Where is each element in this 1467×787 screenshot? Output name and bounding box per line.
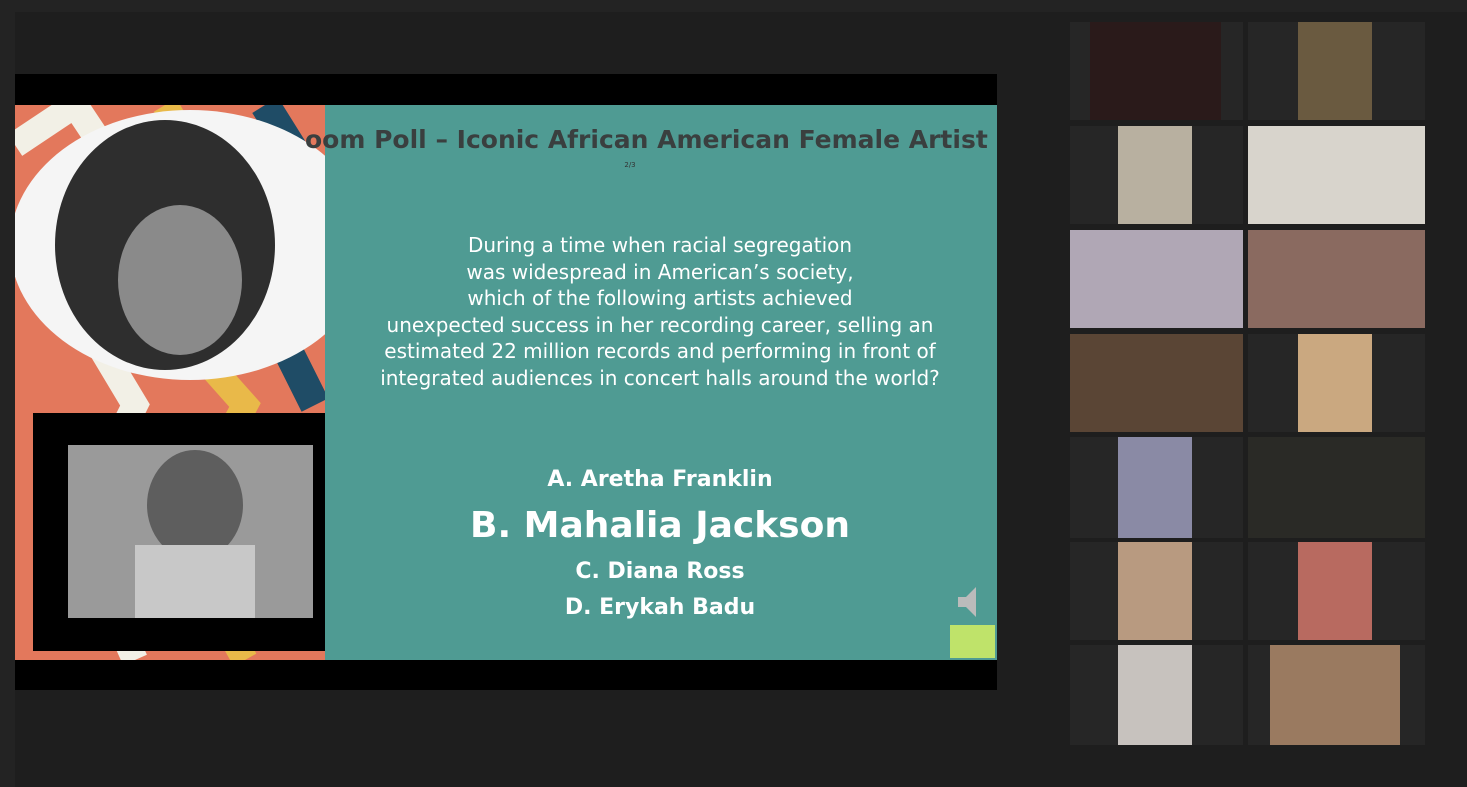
participant-video (1298, 334, 1372, 432)
slide: oom Poll – Iconic African American Femal… (15, 105, 997, 660)
participant-tile (1070, 230, 1243, 328)
participant-tile (1070, 542, 1243, 640)
participant-tile (1070, 437, 1243, 538)
answer-option: A. Aretha Franklin (547, 467, 773, 492)
participant-tile (1248, 645, 1425, 745)
participant-tile (1070, 645, 1243, 745)
participant-video (1248, 437, 1425, 538)
participant-video (1118, 437, 1192, 538)
participant-tile (1248, 230, 1425, 328)
participant-tile (1070, 334, 1243, 432)
participant-video (1298, 542, 1372, 640)
slide-decoration (15, 105, 325, 660)
participant-video (1070, 230, 1243, 328)
participant-video (1118, 542, 1192, 640)
question-line: was widespread in American’s society, (466, 259, 854, 284)
participant-video (1118, 645, 1192, 745)
participant-tile (1070, 126, 1243, 224)
answer-option: B. Mahalia Jackson (470, 505, 850, 546)
slide-title: oom Poll – Iconic African American Femal… (305, 125, 988, 154)
slide-icons (950, 587, 995, 658)
participant-video (1248, 230, 1425, 328)
participant-tile (1248, 22, 1425, 120)
participant-video (1090, 22, 1221, 120)
question-line: unexpected success in her recording care… (386, 312, 934, 337)
participant-tile (1248, 126, 1425, 224)
answer-option: D. Erykah Badu (564, 595, 756, 620)
question: During a time when racial segregation was… (335, 232, 985, 391)
participant-video (1298, 22, 1372, 120)
participant-video (1070, 334, 1243, 432)
question-line: estimated 22 million records and perform… (384, 339, 936, 363)
participant-video (1118, 126, 1192, 224)
participant-tile (1248, 437, 1425, 538)
question-line: During a time when racial segregation (467, 233, 853, 257)
answer-options: A. Aretha Franklin B. Mahalia Jackson C. D… (335, 462, 985, 626)
participant-video (1248, 126, 1425, 224)
answer-option: C. Diana Ross (575, 559, 745, 584)
participant-tile (1248, 334, 1425, 432)
slide-page: 2/3 (624, 161, 636, 169)
participant-video (1270, 645, 1400, 745)
question-line: integrated audiences in concert halls ar… (380, 365, 940, 390)
participant-tile (1248, 542, 1425, 640)
participant-tile (1070, 22, 1243, 120)
question-line: which of the following artists achieved (467, 286, 853, 310)
